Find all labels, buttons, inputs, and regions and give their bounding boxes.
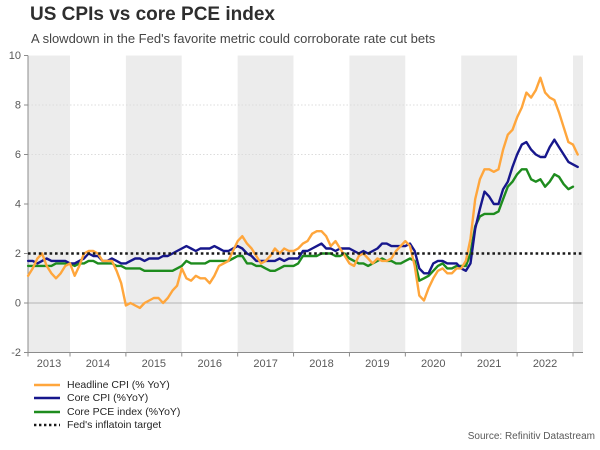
y-tick-label-6: 6 (15, 149, 21, 161)
x-tick-label-2013: 2013 (37, 358, 61, 370)
chart-subtitle: A slowdown in the Fed's favorite metric … (31, 31, 436, 46)
x-tick-label-2014: 2014 (86, 358, 110, 370)
chart-title: US CPIs vs core PCE index (30, 4, 275, 25)
legend: Headline CPI (% YoY) Core CPI (%YoY) Cor… (33, 378, 180, 432)
y-tick-label-8: 8 (15, 100, 21, 112)
legend-swatch-core-cpi (34, 397, 60, 400)
x-tick-label-2016: 2016 (197, 358, 221, 370)
legend-label-headline-cpi: Headline CPI (% YoY) (67, 378, 170, 391)
y-tick-label-2: 2 (15, 248, 21, 260)
legend-swatch-core-pce (34, 410, 60, 413)
x-tick-label-2015: 2015 (142, 358, 166, 370)
y-tick-label-0: 0 (15, 298, 21, 310)
y-tick-label-10: 10 (9, 50, 21, 62)
legend-item-core-pce: Core PCE index (%YoY) (33, 405, 180, 419)
y-tick-label-4: 4 (15, 199, 21, 211)
source-credit: Source: Refinitiv Datastream (467, 431, 595, 442)
x-tick-label-2021: 2021 (477, 358, 501, 370)
legend-swatch-headline-cpi (34, 383, 60, 386)
y-tick-label--2: -2 (11, 347, 21, 359)
legend-label-fed-target: Fed's inflatoin target (67, 419, 162, 432)
x-tick-label-2018: 2018 (309, 358, 333, 370)
series-line-core-cpi-yoy (26, 138, 579, 275)
series-line-core-pce-index-yoy (26, 168, 575, 282)
legend-label-core-pce: Core PCE index (%YoY) (67, 405, 181, 418)
legend-swatch-fed-target (34, 424, 60, 427)
legend-item-headline-cpi: Headline CPI (% YoY) (33, 378, 180, 392)
legend-item-fed-target: Fed's inflatoin target (33, 419, 180, 433)
x-tick-label-2019: 2019 (365, 358, 389, 370)
series-line-headline-cpi-yoy (26, 76, 579, 310)
x-tick-label-2022: 2022 (533, 358, 557, 370)
x-tick-label-2017: 2017 (253, 358, 277, 370)
legend-label-core-cpi: Core CPI (%YoY) (67, 392, 149, 405)
legend-item-core-cpi: Core CPI (%YoY) (33, 392, 180, 406)
x-tick-label-2020: 2020 (421, 358, 445, 370)
